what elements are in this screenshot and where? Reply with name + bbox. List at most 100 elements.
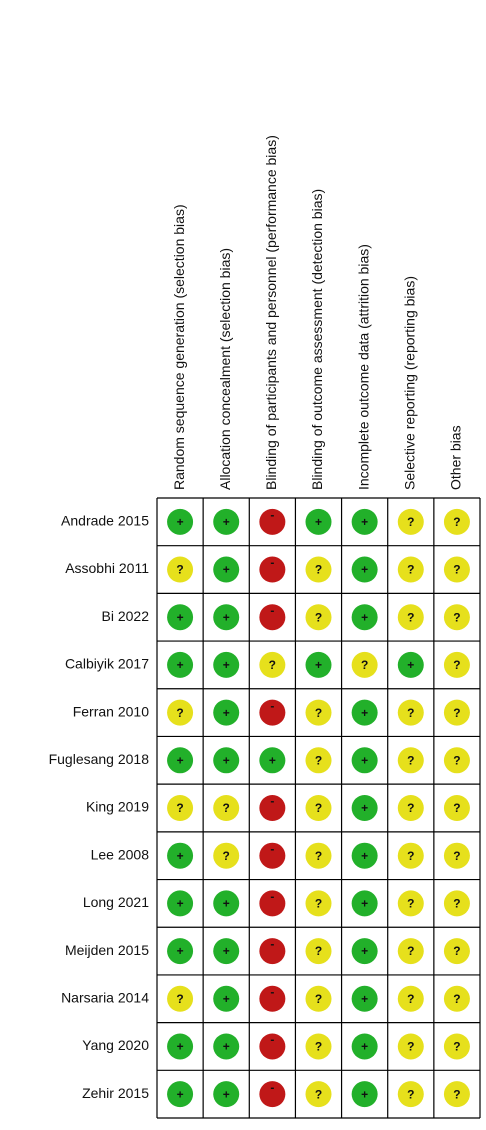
judgement-symbol: + xyxy=(269,753,276,767)
judgement-dot xyxy=(213,985,240,1012)
judgement-dot xyxy=(167,842,194,869)
judgement-symbol: ? xyxy=(361,658,368,672)
judgement-symbol: ? xyxy=(315,563,322,577)
judgement-dot xyxy=(213,1033,240,1060)
judgement-dot xyxy=(443,1081,470,1108)
judgement-dot xyxy=(259,890,286,917)
column-header: Random sequence generation (selection bi… xyxy=(171,204,187,490)
judgement-symbol: ? xyxy=(176,992,183,1006)
judgement-dot xyxy=(259,699,286,726)
judgement-symbol: ? xyxy=(315,897,322,911)
judgement-dot xyxy=(259,556,286,583)
judgement-dot xyxy=(305,556,332,583)
judgement-dot xyxy=(213,651,240,678)
judgement-dot xyxy=(213,747,240,774)
judgement-symbol: + xyxy=(361,1087,368,1101)
judgement-dot xyxy=(305,1081,332,1108)
judgement-symbol: + xyxy=(315,658,322,672)
judgement-symbol: ? xyxy=(223,801,230,815)
judgement-symbol: ? xyxy=(315,992,322,1006)
judgement-symbol: + xyxy=(177,610,184,624)
judgement-dot xyxy=(443,1033,470,1060)
study-label: Yang 2020 xyxy=(82,1037,149,1053)
judgement-symbol: ? xyxy=(407,944,414,958)
judgement-symbol: + xyxy=(177,658,184,672)
judgement-dot xyxy=(351,1033,378,1060)
column-header: Allocation concealment (selection bias) xyxy=(217,248,233,490)
judgement-dot xyxy=(213,556,240,583)
judgement-symbol: + xyxy=(361,801,368,815)
study-label: Zehir 2015 xyxy=(82,1085,149,1101)
judgement-symbol: + xyxy=(223,992,230,1006)
judgement-symbol: ? xyxy=(315,1087,322,1101)
judgement-symbol: + xyxy=(223,563,230,577)
judgement-dot xyxy=(259,842,286,869)
judgement-symbol: ? xyxy=(407,1040,414,1054)
judgement-dot xyxy=(305,890,332,917)
judgement-symbol: ? xyxy=(453,801,460,815)
judgement-dot xyxy=(443,795,470,821)
judgement-symbol: + xyxy=(177,1087,184,1101)
judgement-dot xyxy=(213,795,240,821)
judgement-dot xyxy=(443,890,470,917)
judgement-dot xyxy=(305,604,332,631)
judgement-dot xyxy=(397,556,424,583)
judgement-symbol: ? xyxy=(453,944,460,958)
judgement-dot xyxy=(351,556,378,583)
judgement-dot xyxy=(443,556,470,583)
judgement-dot xyxy=(167,890,194,917)
judgement-dot xyxy=(351,842,378,869)
judgement-symbol: - xyxy=(270,937,274,951)
judgement-symbol: + xyxy=(223,610,230,624)
judgement-dot xyxy=(213,890,240,917)
judgement-dot xyxy=(259,747,286,774)
judgement-dot xyxy=(259,985,286,1012)
column-header: Blinding of outcome assessment (detectio… xyxy=(309,189,325,490)
judgement-dot xyxy=(443,985,470,1012)
judgement-dot xyxy=(167,795,194,821)
judgement-symbol: ? xyxy=(453,897,460,911)
judgement-symbol: + xyxy=(361,1040,368,1054)
judgement-symbol: ? xyxy=(407,897,414,911)
judgement-symbol: + xyxy=(361,944,368,958)
study-label: Lee 2008 xyxy=(91,846,150,862)
judgement-dot xyxy=(397,985,424,1012)
study-label: King 2019 xyxy=(86,799,149,815)
judgement-symbol: ? xyxy=(453,1087,460,1101)
judgement-dot xyxy=(167,699,194,726)
judgement-symbol: ? xyxy=(453,706,460,720)
judgement-dot xyxy=(397,795,424,821)
judgement-symbol: ? xyxy=(176,563,183,577)
judgement-symbol: + xyxy=(361,897,368,911)
judgement-symbol: ? xyxy=(453,849,460,863)
judgement-symbol: ? xyxy=(223,849,230,863)
judgement-symbol: + xyxy=(223,1087,230,1101)
judgement-dot xyxy=(259,604,286,631)
judgement-dot xyxy=(443,938,470,965)
judgement-dot xyxy=(305,938,332,965)
study-label: Assobhi 2011 xyxy=(65,560,149,576)
judgement-symbol: + xyxy=(361,753,368,767)
judgement-symbol: + xyxy=(177,849,184,863)
judgement-dot xyxy=(397,1033,424,1060)
column-header: Blinding of participants and personnel (… xyxy=(263,135,279,490)
judgement-symbol: ? xyxy=(453,515,460,529)
judgement-symbol: + xyxy=(223,706,230,720)
judgement-symbol: + xyxy=(407,658,414,672)
judgement-dot xyxy=(167,985,194,1012)
judgement-symbol: - xyxy=(270,508,274,522)
judgement-symbol: + xyxy=(361,610,368,624)
judgement-dot xyxy=(305,747,332,774)
judgement-symbol: ? xyxy=(315,944,322,958)
judgement-symbol: ? xyxy=(407,563,414,577)
judgement-symbol: ? xyxy=(453,610,460,624)
judgement-dot xyxy=(167,747,194,774)
judgement-dot xyxy=(305,508,332,535)
judgement-dot xyxy=(351,1081,378,1108)
judgement-dot xyxy=(351,795,378,821)
judgement-symbol: + xyxy=(223,658,230,672)
judgement-dot xyxy=(443,651,470,678)
study-label: Meijden 2015 xyxy=(65,942,149,958)
judgement-symbol: ? xyxy=(315,753,322,767)
study-label: Ferran 2010 xyxy=(73,703,149,719)
